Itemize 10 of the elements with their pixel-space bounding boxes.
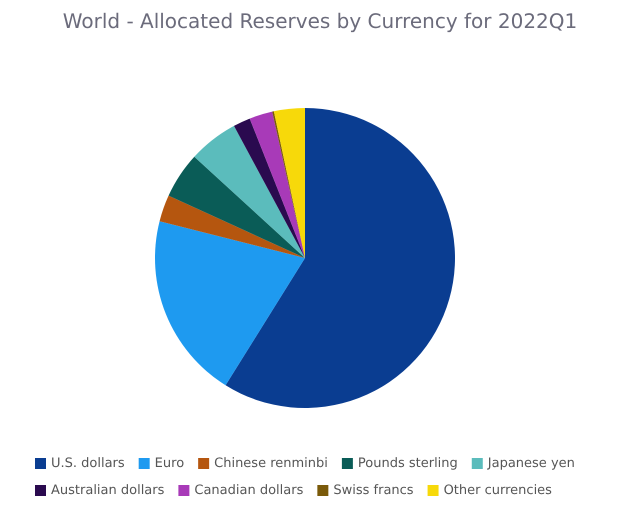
legend-label: Canadian dollars [194,483,304,498]
legend-label: U.S. dollars [51,456,125,471]
legend-label: Japanese yen [486,456,575,471]
legend-label: Swiss francs [333,483,414,498]
legend-label: Euro [154,456,184,471]
legend-label: Chinese renminbi [214,456,328,471]
chart-title: World - Allocated Reserves by Currency for 2022Q1 [62,9,578,33]
legend-label: Australian dollars [51,483,165,498]
legend-label: Pounds sterling [358,456,458,471]
legend-label: Other currencies [444,483,552,498]
